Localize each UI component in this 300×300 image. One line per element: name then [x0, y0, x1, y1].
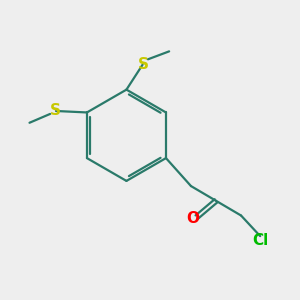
Text: Cl: Cl — [252, 233, 268, 248]
Text: O: O — [186, 211, 199, 226]
Text: S: S — [138, 56, 149, 71]
Text: S: S — [50, 103, 61, 118]
